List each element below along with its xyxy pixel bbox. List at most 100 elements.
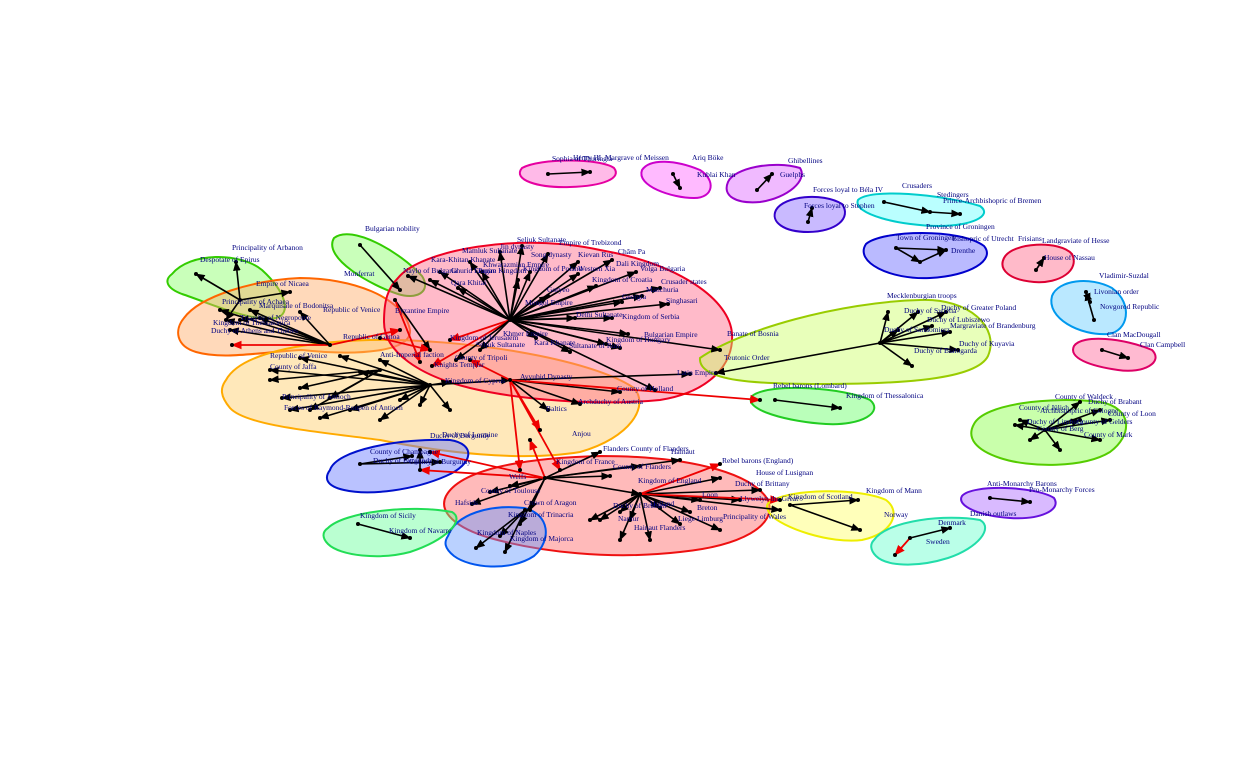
- graph-node: [534, 336, 538, 340]
- edge: [519, 477, 546, 525]
- node-label: Duchy of Burgundy: [430, 431, 490, 440]
- graph-node: [658, 506, 662, 510]
- graph-node: [1084, 290, 1088, 294]
- graph-node: [543, 476, 547, 480]
- edge: [455, 319, 511, 361]
- node-label: Kingdom of Poland: [523, 264, 582, 273]
- node-label: Duchy of Lorraine: [442, 430, 498, 439]
- edge: [457, 287, 511, 321]
- edge: [281, 384, 431, 402]
- graph-node: [438, 270, 442, 274]
- node-label: Pro-Monarchy Forces: [1029, 485, 1095, 494]
- edge: [233, 261, 241, 301]
- edge: [789, 496, 859, 506]
- node-label: Duchy of Lubiszewo: [927, 315, 990, 324]
- graph-node: [671, 172, 675, 176]
- edge: [471, 477, 546, 505]
- edge: [1101, 349, 1129, 360]
- node-label: Sweden: [926, 537, 950, 546]
- graph-node: [1042, 256, 1046, 260]
- edge: [879, 342, 959, 354]
- graph-node: [268, 368, 272, 372]
- node-label: Byzantine Empire: [395, 306, 450, 315]
- graph-node: [358, 370, 362, 374]
- edges: [195, 168, 1129, 556]
- graph-node: [328, 343, 332, 347]
- node-label: Danish outlaws: [970, 509, 1017, 518]
- edge: [357, 523, 411, 540]
- nodes: [194, 170, 1130, 557]
- edge: [339, 354, 431, 386]
- edge: [1029, 429, 1046, 441]
- edge: [309, 369, 381, 411]
- graph-node: [538, 428, 542, 432]
- edge: [619, 493, 641, 541]
- node-label: County of Gelders: [1077, 417, 1132, 426]
- graph-node: [678, 458, 682, 462]
- node-label: Pagan Kingdom: [478, 266, 527, 275]
- graph-node: [1078, 400, 1082, 404]
- node-label: Western Xia: [578, 264, 616, 273]
- cluster-clans: [1072, 337, 1157, 372]
- graph-node: [358, 462, 362, 466]
- edge: [909, 526, 951, 539]
- edge: [509, 319, 656, 391]
- red-edge: [509, 379, 561, 471]
- graph-node: [610, 316, 614, 320]
- graph-node: [638, 492, 642, 496]
- edge: [359, 453, 413, 465]
- edge: [239, 289, 291, 301]
- edge: [509, 319, 537, 339]
- graph-node: [910, 364, 914, 368]
- edge: [547, 168, 591, 177]
- graph-node: [856, 498, 860, 502]
- node-label: Duchy of Limburg: [1027, 417, 1083, 426]
- node-label: Norway: [884, 510, 908, 519]
- graph-node: [788, 503, 792, 507]
- edge: [1014, 422, 1046, 431]
- node-label: Delhi Sultanate: [576, 310, 623, 319]
- graph-node: [518, 468, 522, 472]
- node-label: County of Jülich: [1019, 403, 1069, 412]
- graph-node: [628, 518, 632, 522]
- red-edge: [509, 379, 524, 472]
- node-label: Kublai Khan: [697, 170, 736, 179]
- edge: [756, 173, 773, 191]
- node-label: Kingdom of Thessalonica: [846, 391, 924, 400]
- graph-node: [778, 498, 782, 502]
- node-label: Seljuk Sultanate: [476, 340, 526, 349]
- graph-node: [958, 212, 962, 216]
- edge: [497, 251, 511, 321]
- node-label: Triarchy of Negroponte: [240, 313, 312, 322]
- graph-node: [1018, 418, 1022, 422]
- node-label: Ayyubid Dynasty: [520, 372, 573, 381]
- node-label: County of Berg: [1037, 424, 1084, 433]
- node-label: Sultanate of Rum: [569, 341, 622, 350]
- graph-node: [228, 328, 232, 332]
- node-label: Province of Groningen: [926, 222, 995, 231]
- graph-node: [573, 316, 577, 320]
- node-label: Welfs: [509, 472, 526, 481]
- graph-node: [498, 534, 502, 538]
- graph-node: [488, 490, 492, 494]
- edge: [394, 299, 431, 351]
- graph-node: [588, 518, 592, 522]
- node-label: Kara-Khitan Khanate: [431, 255, 496, 264]
- node-label: Kievan Rus: [578, 250, 613, 259]
- node-label: Bulgarian nobility: [365, 224, 420, 233]
- red-edge: [329, 327, 402, 346]
- node-label: Forces loyal to Béla IV: [813, 185, 884, 194]
- node-label: Khwarazmian Empire: [483, 260, 550, 269]
- graph-node: [456, 286, 460, 290]
- edge: [1044, 429, 1101, 443]
- node-label: Frisians: [1018, 234, 1042, 243]
- node-label: Mongol Empire: [525, 298, 573, 307]
- node-label: Kingdom of Serbia: [622, 312, 680, 321]
- node-label: County of Waldeck: [1055, 392, 1113, 401]
- graph-node: [718, 348, 722, 352]
- edge: [195, 273, 241, 301]
- edge: [225, 318, 331, 346]
- graph-node: [298, 356, 302, 360]
- graph-node: [610, 258, 614, 262]
- graph-node: [410, 454, 414, 458]
